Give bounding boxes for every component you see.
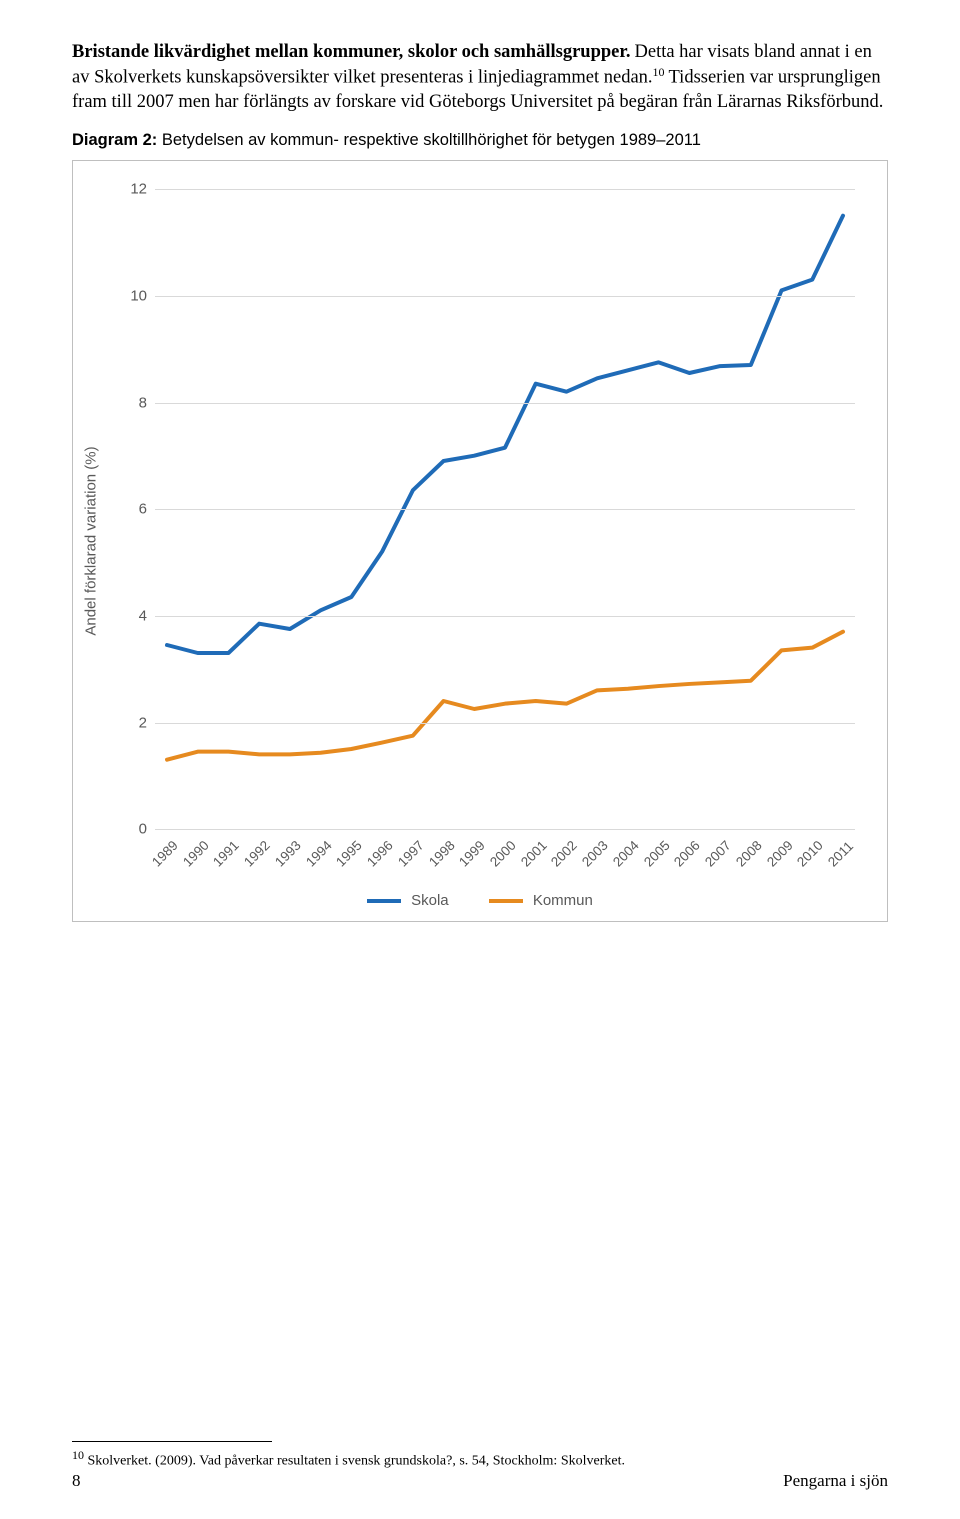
- caption-prefix: Diagram 2:: [72, 131, 162, 149]
- x-tick-label: 2006: [671, 838, 703, 870]
- x-tick-label: 2001: [518, 838, 550, 870]
- gridline: [155, 616, 855, 617]
- x-tick-label: 1990: [180, 838, 212, 870]
- footnote-10: 10 Skolverket. (2009). Vad påverkar resu…: [72, 1448, 888, 1471]
- y-tick-label: 4: [123, 607, 147, 624]
- legend-label-skola: Skola: [411, 892, 449, 909]
- legend-swatch-kommun: [489, 899, 523, 903]
- x-tick-label: 2009: [764, 838, 796, 870]
- y-tick-label: 8: [123, 394, 147, 411]
- series-skola: [167, 216, 843, 653]
- x-ticks: 1989199019911992199319941995199619971998…: [155, 835, 855, 885]
- series-kommun: [167, 632, 843, 760]
- legend-item-kommun: Kommun: [489, 892, 593, 909]
- footnote-ref-10: 10: [653, 65, 665, 79]
- x-tick-label: 2003: [579, 838, 611, 870]
- plot-area: 024681012: [155, 189, 855, 829]
- caption-text: Betydelsen av kommun- respektive skoltil…: [162, 131, 701, 149]
- footnote-num: 10: [72, 1448, 84, 1462]
- legend-swatch-skola: [367, 899, 401, 903]
- x-tick-label: 2010: [794, 838, 826, 870]
- x-tick-label: 1999: [456, 838, 488, 870]
- legend-label-kommun: Kommun: [533, 892, 593, 909]
- x-tick-label: 1997: [395, 838, 427, 870]
- footnote-rule: [72, 1441, 272, 1442]
- intro-paragraph: Bristande likvärdighet mellan kommuner, …: [72, 40, 888, 115]
- y-axis-label: Andel förklarad variation (%): [83, 447, 100, 636]
- running-title: Pengarna i sjön: [783, 1471, 888, 1491]
- y-tick-label: 2: [123, 714, 147, 731]
- x-tick-label: 1993: [272, 838, 304, 870]
- x-tick-label: 1998: [426, 838, 458, 870]
- footnote-body: Skolverket. (2009). Vad påverkar resulta…: [84, 1454, 625, 1469]
- gridline: [155, 296, 855, 297]
- chart-legend: Skola Kommun: [73, 890, 887, 910]
- section-heading: Bristande likvärdighet mellan kommuner, …: [72, 42, 631, 62]
- y-tick-label: 10: [123, 287, 147, 304]
- x-tick-label: 1996: [364, 838, 396, 870]
- x-tick-label: 2000: [487, 838, 519, 870]
- x-tick-label: 2004: [610, 838, 642, 870]
- page-number: 8: [72, 1471, 81, 1491]
- x-tick-label: 1991: [210, 838, 242, 870]
- x-tick-label: 2008: [733, 838, 765, 870]
- page-footer: 10 Skolverket. (2009). Vad påverkar resu…: [72, 1435, 888, 1491]
- x-tick-label: 2007: [702, 838, 734, 870]
- x-tick-label: 1989: [149, 838, 181, 870]
- x-tick-label: 2005: [641, 838, 673, 870]
- footer-row: 8 Pengarna i sjön: [72, 1471, 888, 1491]
- chart-caption: Diagram 2: Betydelsen av kommun- respekt…: [72, 131, 888, 150]
- gridline: [155, 723, 855, 724]
- line-chart: Andel förklarad variation (%) 024681012 …: [72, 160, 888, 922]
- gridline: [155, 189, 855, 190]
- x-tick-label: 2011: [825, 839, 856, 870]
- y-tick-label: 12: [123, 181, 147, 198]
- x-tick-label: 1995: [333, 838, 365, 870]
- x-tick-label: 1994: [303, 838, 335, 870]
- gridline: [155, 509, 855, 510]
- legend-item-skola: Skola: [367, 892, 449, 909]
- x-tick-label: 1992: [241, 838, 273, 870]
- y-tick-label: 6: [123, 501, 147, 518]
- x-tick-label: 2002: [548, 838, 580, 870]
- gridline: [155, 403, 855, 404]
- y-tick-label: 0: [123, 821, 147, 838]
- gridline: [155, 829, 855, 830]
